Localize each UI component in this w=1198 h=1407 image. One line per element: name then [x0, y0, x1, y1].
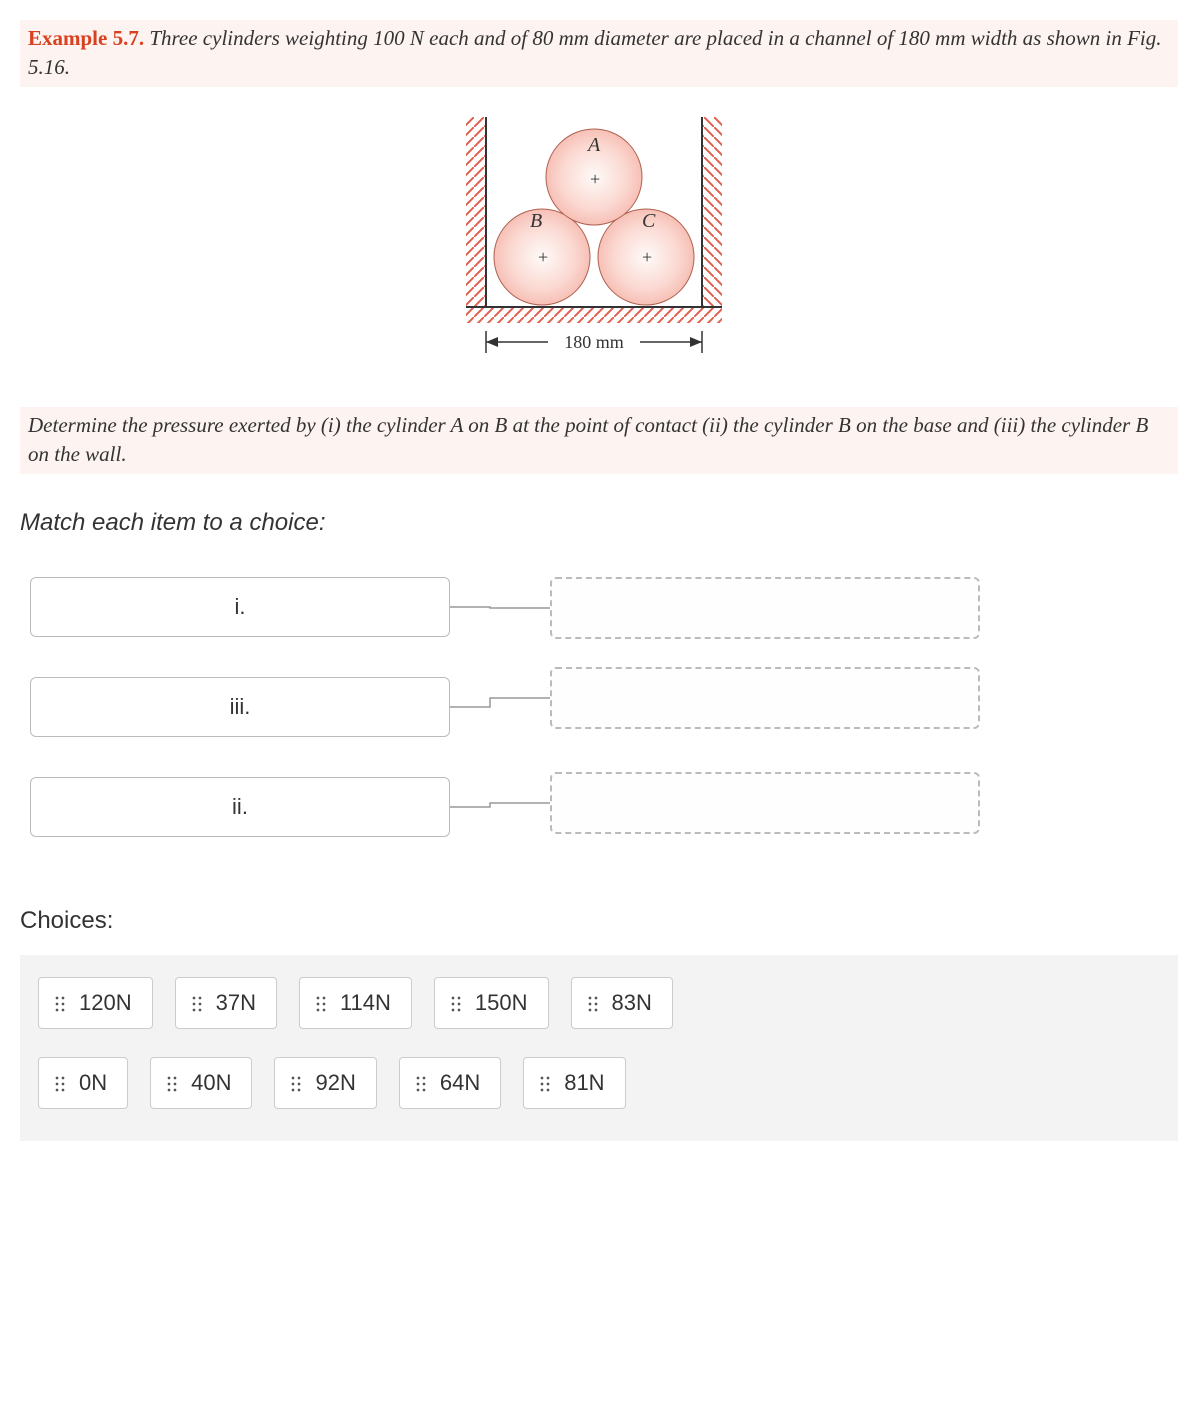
- choice-chip[interactable]: 114N: [299, 977, 412, 1029]
- connectors-svg: [450, 577, 550, 877]
- choices-label: Choices:: [20, 907, 1178, 935]
- dimension-label: 180 mm: [564, 332, 624, 352]
- problem-statement-box: Example 5.7. Three cylinders weighting 1…: [20, 20, 1178, 87]
- drop-zone-ii[interactable]: [550, 772, 980, 834]
- choice-chip[interactable]: 120N: [38, 977, 153, 1029]
- choice-chip[interactable]: 150N: [434, 977, 549, 1029]
- grip-icon: [289, 1074, 301, 1092]
- svg-text:+: +: [590, 169, 600, 189]
- grip-icon: [449, 994, 461, 1012]
- cylinder-a-label: A: [586, 134, 601, 156]
- figure-svg: B + C + A + 180 mm: [414, 107, 784, 377]
- choice-label: 64N: [440, 1070, 480, 1096]
- choice-chip[interactable]: 81N: [523, 1057, 625, 1109]
- match-item-ii-label: ii.: [232, 794, 248, 820]
- choice-chip[interactable]: 0N: [38, 1057, 128, 1109]
- choice-label: 83N: [612, 990, 652, 1016]
- choice-label: 92N: [315, 1070, 355, 1096]
- choice-chip[interactable]: 64N: [399, 1057, 501, 1109]
- grip-icon: [53, 1074, 65, 1092]
- example-label: Example 5.7.: [28, 26, 144, 50]
- match-item-iii[interactable]: iii.: [30, 677, 450, 737]
- grip-icon: [538, 1074, 550, 1092]
- cylinder-b-label: B: [530, 210, 542, 232]
- choices-row-1: 120N 37N 114N 150N 83N: [38, 977, 1160, 1029]
- choice-label: 114N: [340, 990, 391, 1016]
- match-area: i. iii. ii.: [20, 577, 1178, 877]
- dimension-180mm: 180 mm: [486, 331, 702, 353]
- match-item-i[interactable]: i.: [30, 577, 450, 637]
- choice-label: 120N: [79, 990, 132, 1016]
- choice-label: 0N: [79, 1070, 107, 1096]
- svg-text:+: +: [538, 247, 548, 267]
- drop-zone-iii[interactable]: [550, 667, 980, 729]
- choice-label: 81N: [564, 1070, 604, 1096]
- figure-container: B + C + A + 180 mm: [20, 107, 1178, 377]
- choice-chip[interactable]: 92N: [274, 1057, 376, 1109]
- grip-icon: [190, 994, 202, 1012]
- cylinder-c: C +: [598, 209, 694, 305]
- match-instruction: Match each item to a choice:: [20, 509, 1178, 537]
- question-text: Determine the pressure exerted by (i) th…: [28, 413, 1148, 466]
- problem-statement: Three cylinders weighting 100 N each and…: [28, 26, 1162, 79]
- cylinder-b: B +: [494, 209, 590, 305]
- match-item-ii[interactable]: ii.: [30, 777, 450, 837]
- choice-label: 37N: [216, 990, 256, 1016]
- floor-hatch: [466, 307, 722, 323]
- drop-zone-i[interactable]: [550, 577, 980, 639]
- svg-text:+: +: [642, 247, 652, 267]
- grip-icon: [414, 1074, 426, 1092]
- match-item-i-label: i.: [235, 594, 246, 620]
- cylinder-c-label: C: [642, 210, 656, 232]
- grip-icon: [53, 994, 65, 1012]
- choices-row-2: 0N 40N 92N 64N 81N: [38, 1057, 1160, 1109]
- grip-icon: [165, 1074, 177, 1092]
- choice-chip[interactable]: 83N: [571, 977, 673, 1029]
- choice-chip[interactable]: 37N: [175, 977, 277, 1029]
- question-box: Determine the pressure exerted by (i) th…: [20, 407, 1178, 474]
- match-item-iii-label: iii.: [230, 694, 251, 720]
- cylinder-a: A +: [546, 129, 642, 225]
- choice-label: 150N: [475, 990, 528, 1016]
- choice-label: 40N: [191, 1070, 231, 1096]
- wall-right-hatch: [702, 117, 722, 307]
- choice-chip[interactable]: 40N: [150, 1057, 252, 1109]
- grip-icon: [586, 994, 598, 1012]
- choices-area: 120N 37N 114N 150N 83N 0N 40N 92N 64N 81…: [20, 955, 1178, 1141]
- wall-left-hatch: [466, 117, 486, 307]
- grip-icon: [314, 994, 326, 1012]
